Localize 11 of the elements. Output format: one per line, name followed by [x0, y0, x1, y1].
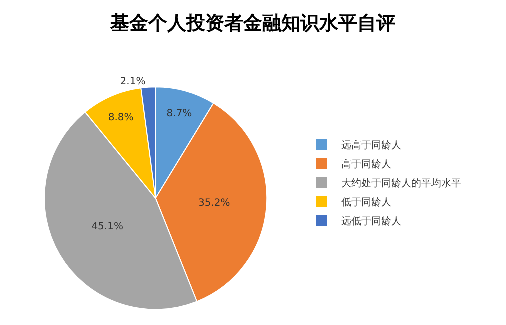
- data-label: 45.1%: [92, 221, 124, 232]
- legend-label: 大约处于同龄人的平均水平: [342, 177, 462, 190]
- legend-label: 远高于同龄人: [342, 139, 402, 152]
- data-label: 8.8%: [108, 112, 134, 124]
- legend-label: 远低于同龄人: [342, 215, 402, 228]
- legend-label: 高于同龄人: [342, 158, 392, 170]
- chart-title: 基金个人投资者金融知识水平自评: [110, 12, 396, 35]
- data-label: 35.2%: [198, 198, 230, 209]
- data-label: 2.1%: [120, 76, 146, 88]
- legend-label: 低于同龄人: [342, 196, 392, 208]
- data-label: 8.7%: [166, 108, 192, 120]
